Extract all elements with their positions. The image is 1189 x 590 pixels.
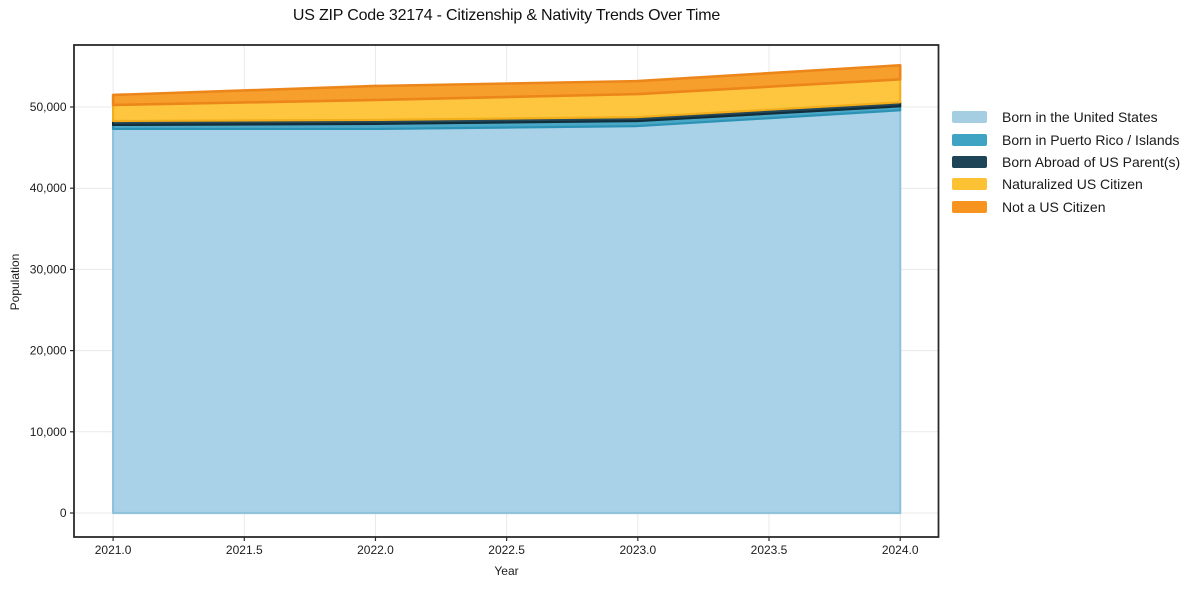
y-tick-label: 20,000 — [30, 344, 67, 358]
y-tick-label: 10,000 — [30, 425, 67, 439]
y-tick-label: 40,000 — [30, 181, 67, 195]
legend-swatch-icon — [952, 133, 987, 146]
x-tick-label: 2021.0 — [95, 543, 132, 557]
y-tick-label: 50,000 — [30, 100, 67, 114]
x-tick-label: 2022.0 — [357, 543, 394, 557]
legend-swatch-icon — [952, 200, 987, 213]
legend-entry: Born in the United States — [952, 106, 1180, 128]
x-axis-label: Year — [494, 564, 519, 578]
x-tick-label: 2023.5 — [751, 543, 788, 557]
area-band-not-a-us-citizen — [111, 63, 902, 107]
legend-swatch-icon — [952, 155, 987, 168]
legend-label: Born in Puerto Rico / Islands — [1002, 131, 1180, 148]
x-tick-label: 2021.5 — [226, 543, 263, 557]
chart-title: US ZIP Code 32174 - Citizenship & Nativi… — [292, 7, 721, 24]
legend-label: Not a US Citizen — [1002, 198, 1106, 215]
y-tick-label: 0 — [60, 506, 67, 520]
legend: Born in the United States Born in Puerto … — [952, 106, 1180, 218]
legend-label: Born Abroad of US Parent(s) — [1002, 153, 1181, 170]
x-tick-label: 2024.0 — [882, 543, 919, 557]
y-tick-label: 30,000 — [30, 262, 67, 276]
legend-label: Naturalized US Citizen — [1002, 176, 1143, 193]
area-band-born-in-the-united-states — [111, 109, 902, 515]
legend-entry: Born Abroad of US Parent(s) — [952, 151, 1180, 173]
x-tick-label: 2023.0 — [619, 543, 656, 557]
legend-entry: Not a US Citizen — [952, 196, 1180, 218]
x-tick-label: 2022.5 — [488, 543, 525, 557]
y-axis-label: Population — [8, 253, 22, 311]
legend-swatch-icon — [952, 178, 987, 191]
legend-entry: Naturalized US Citizen — [952, 173, 1180, 195]
legend-label: Born in the United States — [1002, 109, 1158, 126]
legend-entry: Born in Puerto Rico / Islands — [952, 128, 1180, 150]
legend-swatch-icon — [952, 111, 987, 124]
